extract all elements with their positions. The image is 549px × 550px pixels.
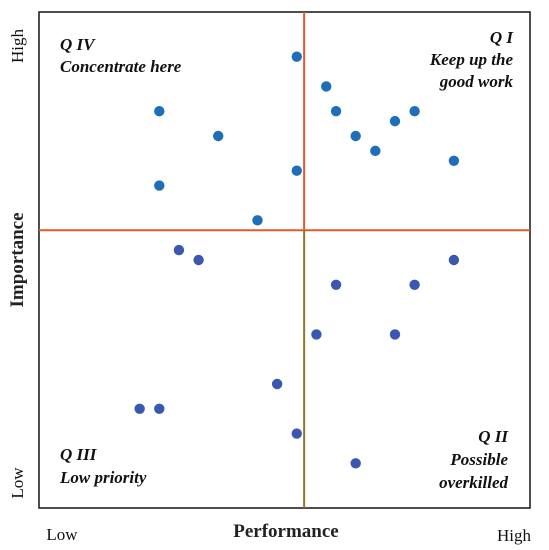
data-point (389, 115, 401, 127)
x-axis-label: Performance (233, 521, 339, 542)
data-point (213, 130, 224, 142)
data-point (154, 403, 165, 414)
quadrant-q2-label-line: Possible (449, 450, 508, 469)
data-point (134, 403, 145, 414)
x-tick-low: Low (46, 525, 78, 544)
data-point (271, 378, 283, 390)
data-point (409, 106, 420, 117)
plot-frame (38, 11, 531, 509)
data-point (154, 106, 165, 117)
data-point (154, 180, 165, 191)
y-tick-high: High (8, 29, 27, 64)
data-point (173, 244, 185, 256)
data-point (330, 106, 342, 117)
data-point (350, 130, 361, 142)
data-point (389, 329, 401, 340)
quadrant-q3-label-line: Q III (60, 445, 98, 464)
data-point (350, 458, 361, 469)
data-point (321, 81, 332, 92)
data-point (193, 254, 204, 266)
data-point (291, 428, 302, 439)
data-point (330, 279, 342, 290)
data-point (409, 279, 420, 290)
quadrant-q1-label-line: good work (439, 72, 514, 91)
data-point (291, 51, 302, 62)
data-point (291, 165, 302, 176)
quadrant-q4-label-line: Q IV (60, 35, 96, 54)
quadrant-q1-label-line: Q I (490, 28, 515, 47)
y-tick-low: Low (8, 467, 27, 499)
data-point (252, 215, 263, 226)
data-point (448, 155, 460, 166)
quadrant-q2-label-line: Q II (478, 427, 509, 446)
data-point (311, 329, 322, 340)
quadrant-q1-label-line: Keep up the (429, 50, 514, 69)
quadrant-q2-label-line: overkilled (439, 473, 508, 492)
data-point (448, 254, 460, 266)
data-point (370, 145, 381, 157)
quadrant-q3-label-line: Low priority (59, 468, 147, 487)
y-axis-label: Importance (7, 213, 28, 308)
quadrant-q4-label-line: Concentrate here (60, 57, 182, 76)
x-tick-high: High (497, 526, 532, 545)
